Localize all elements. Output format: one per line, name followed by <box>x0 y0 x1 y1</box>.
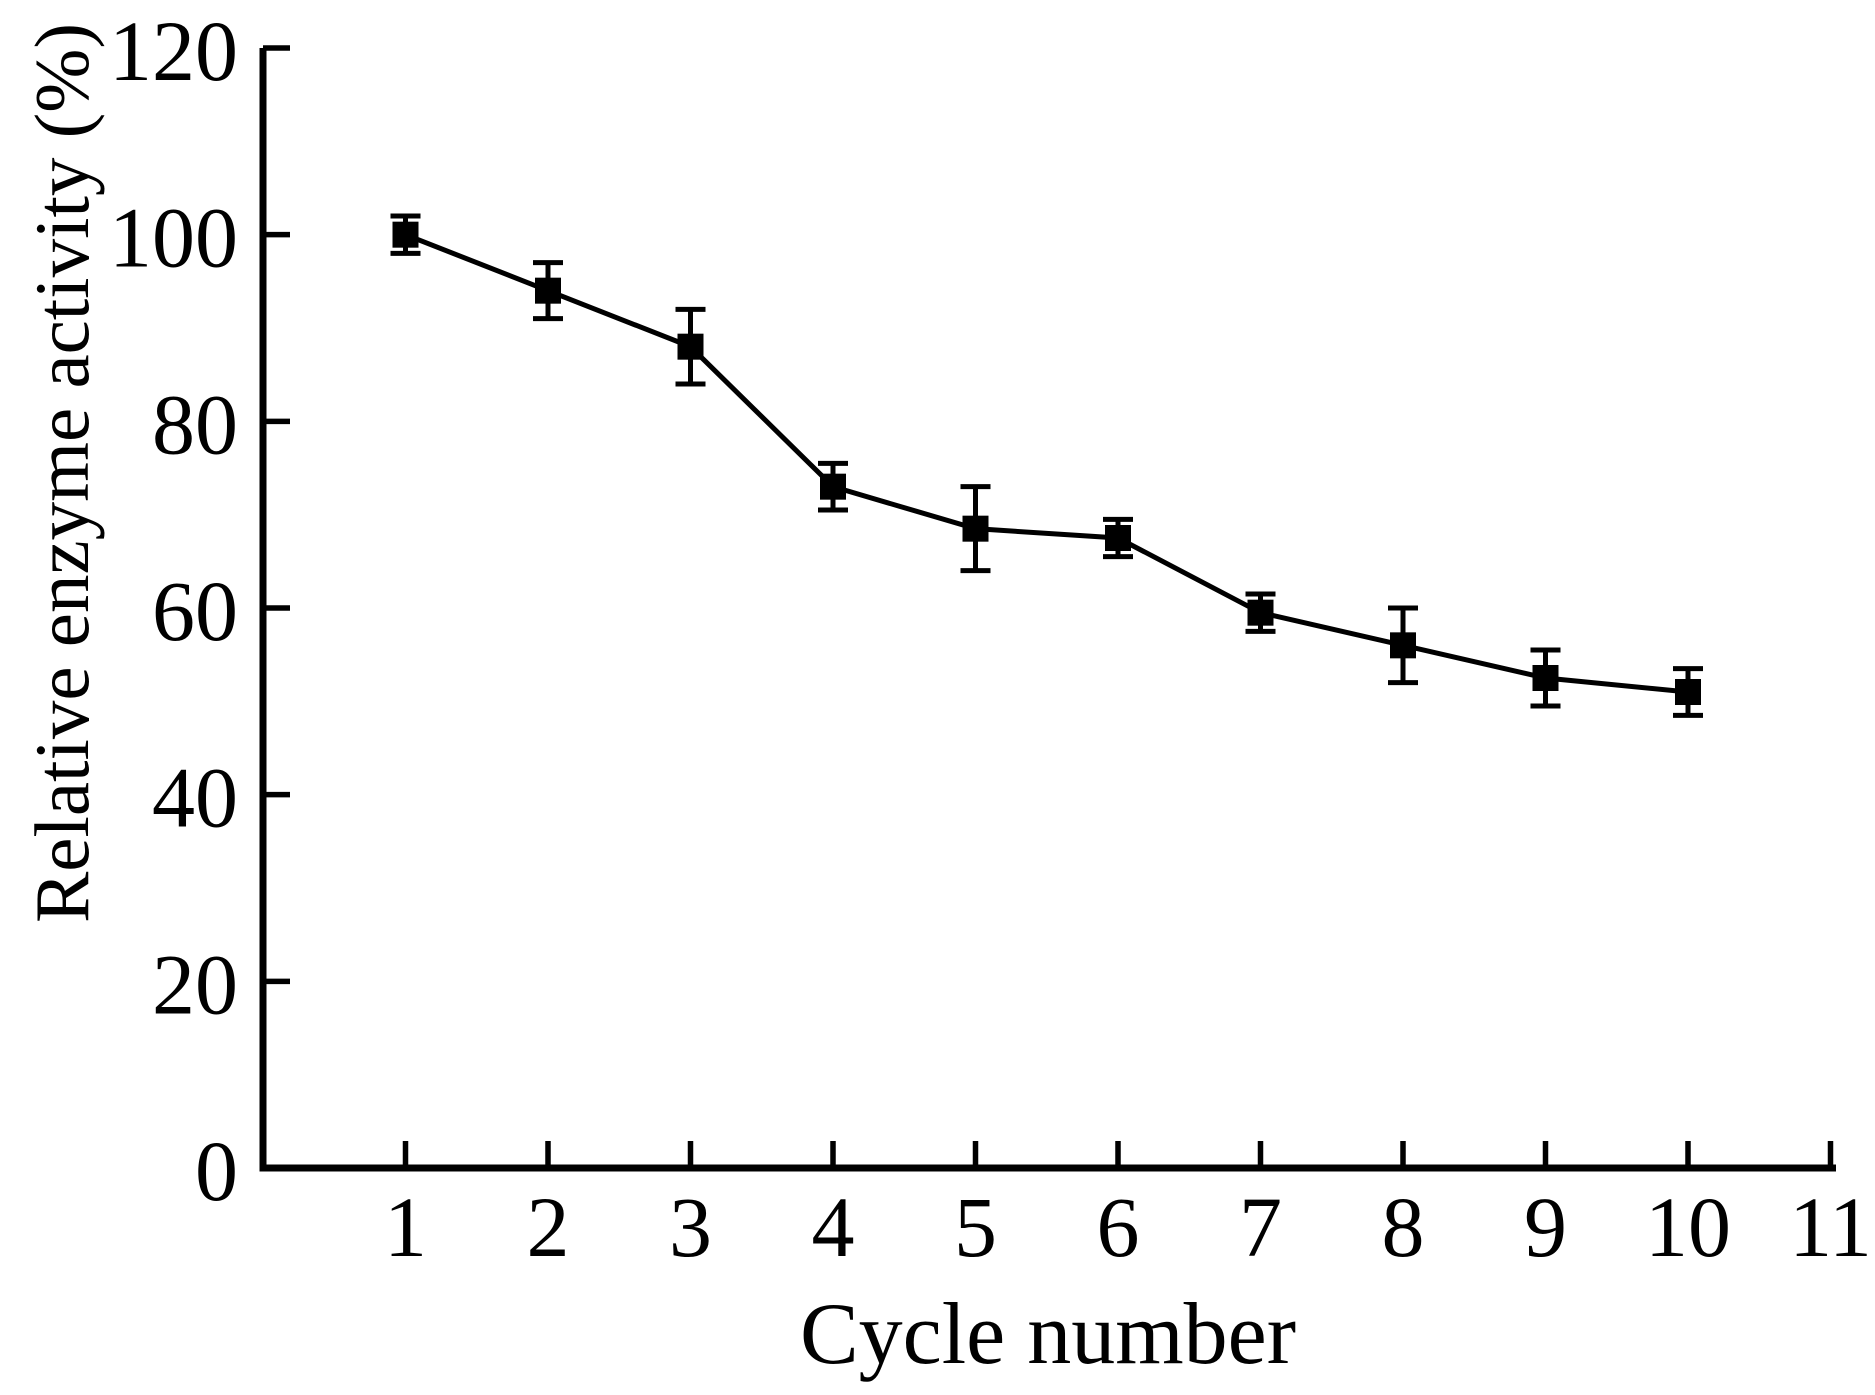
y-tick-label: 120 <box>109 3 238 99</box>
data-point-marker <box>677 333 704 360</box>
data-series-layer <box>390 213 1703 718</box>
data-point-marker <box>392 221 419 248</box>
data-point-marker <box>1390 632 1416 659</box>
x-tick-label: 8 <box>1382 1179 1425 1275</box>
y-tick-label: 100 <box>109 190 238 286</box>
series-line <box>404 232 1689 695</box>
y-tick-label: 60 <box>152 563 238 659</box>
x-tick-label: 1 <box>384 1179 427 1275</box>
y-tick-label: 40 <box>152 750 238 846</box>
axes-layer <box>259 48 1836 1172</box>
x-axis-title: Cycle number <box>800 1286 1296 1383</box>
data-point-marker <box>962 515 989 542</box>
data-point-marker <box>820 473 846 500</box>
data-point-marker <box>1247 599 1274 626</box>
data-point-marker <box>1675 679 1701 706</box>
x-tick-label: 7 <box>1239 1179 1282 1275</box>
data-point-marker <box>535 277 561 304</box>
x-tick-label: 4 <box>812 1179 855 1275</box>
x-tick-label: 5 <box>954 1179 997 1275</box>
data-point-marker <box>1105 525 1131 552</box>
x-tick-label: 3 <box>669 1179 712 1275</box>
y-axis-title: Relative enzyme activity (%) <box>19 23 105 923</box>
y-tick-label: 0 <box>195 1123 238 1219</box>
data-point-marker <box>1532 665 1559 692</box>
x-tick-label: 2 <box>527 1179 570 1275</box>
x-tick-label: 10 <box>1645 1179 1731 1275</box>
x-tick-label: 11 <box>1789 1179 1872 1275</box>
y-tick-label: 80 <box>152 376 238 472</box>
x-tick-label: 6 <box>1097 1179 1140 1275</box>
axis-ticks-layer: 1 2 3 4 5 6 7 8 9 10 11 0 20 40 60 80 100 120 <box>109 3 1872 1275</box>
x-tick-label: 9 <box>1524 1179 1567 1275</box>
y-tick-label: 20 <box>152 936 238 1032</box>
